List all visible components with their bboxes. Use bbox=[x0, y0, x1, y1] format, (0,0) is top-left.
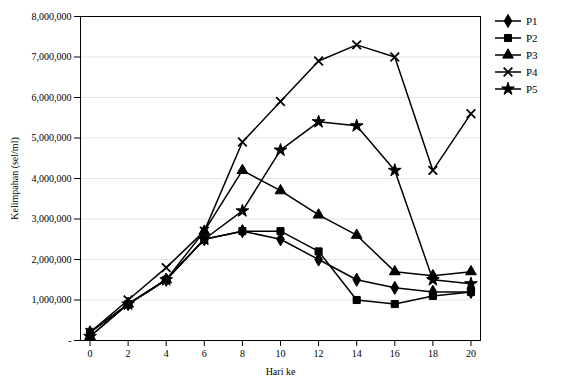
svg-text:20: 20 bbox=[466, 348, 476, 359]
svg-text:Hari ke: Hari ke bbox=[266, 366, 296, 377]
svg-text:2,000,000: 2,000,000 bbox=[32, 254, 72, 265]
html-text:P3: P3 bbox=[526, 49, 538, 61]
svg-text:18: 18 bbox=[428, 348, 438, 359]
svg-text:4,000,000: 4,000,000 bbox=[32, 173, 72, 184]
svg-text:8: 8 bbox=[240, 348, 245, 359]
html-text:P1: P1 bbox=[526, 15, 538, 27]
html-text:P2: P2 bbox=[526, 32, 538, 44]
svg-text:16: 16 bbox=[390, 348, 400, 359]
svg-text:8,000,000: 8,000,000 bbox=[32, 11, 72, 22]
svg-text:-: - bbox=[68, 335, 71, 346]
html-text:P4: P4 bbox=[526, 66, 538, 78]
svg-text:3,000,000: 3,000,000 bbox=[32, 213, 72, 224]
html-text:P5: P5 bbox=[526, 83, 538, 95]
svg-text:6,000,000: 6,000,000 bbox=[32, 92, 72, 103]
svg-text:2: 2 bbox=[126, 348, 131, 359]
svg-text:4: 4 bbox=[164, 348, 169, 359]
svg-text:1,000,000: 1,000,000 bbox=[32, 294, 72, 305]
svg-text:12: 12 bbox=[314, 348, 324, 359]
svg-text:Kelimpahan (sel/ml): Kelimpahan (sel/ml) bbox=[9, 137, 21, 219]
svg-text:10: 10 bbox=[276, 348, 286, 359]
svg-text:5,000,000: 5,000,000 bbox=[32, 132, 72, 143]
svg-text:6: 6 bbox=[202, 348, 207, 359]
svg-text:14: 14 bbox=[352, 348, 362, 359]
svg-text:0: 0 bbox=[88, 348, 93, 359]
svg-text:7,000,000: 7,000,000 bbox=[32, 51, 72, 62]
